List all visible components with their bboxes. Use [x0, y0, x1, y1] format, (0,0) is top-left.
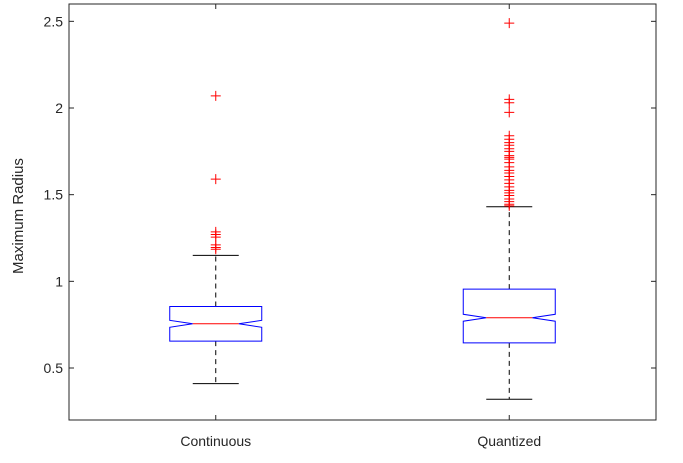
y-axis-label: Maximum Radius [10, 158, 27, 274]
y-tick-label: 2.5 [44, 13, 64, 29]
outlier-marker [210, 174, 221, 185]
outlier-marker [504, 97, 515, 108]
outlier-marker [210, 244, 221, 255]
outlier-marker [210, 90, 221, 101]
notched-box [462, 288, 556, 344]
x-tick-label: Quantized [477, 433, 541, 449]
x-tick-label: Continuous [180, 433, 251, 449]
outlier-marker [504, 200, 515, 211]
y-tick-label: 1.5 [44, 187, 64, 203]
outlier-marker [504, 107, 515, 118]
plot-area: 0.5 1 1.5 2 2.5 Continuous Quantized [44, 3, 657, 449]
outlier-marker [504, 18, 515, 29]
notched-box [169, 305, 263, 342]
plot-frame [68, 3, 657, 421]
y-tick-label: 1 [55, 273, 63, 289]
y-tick-label: 2 [55, 100, 63, 116]
y-tick-label: 0.5 [44, 360, 64, 376]
